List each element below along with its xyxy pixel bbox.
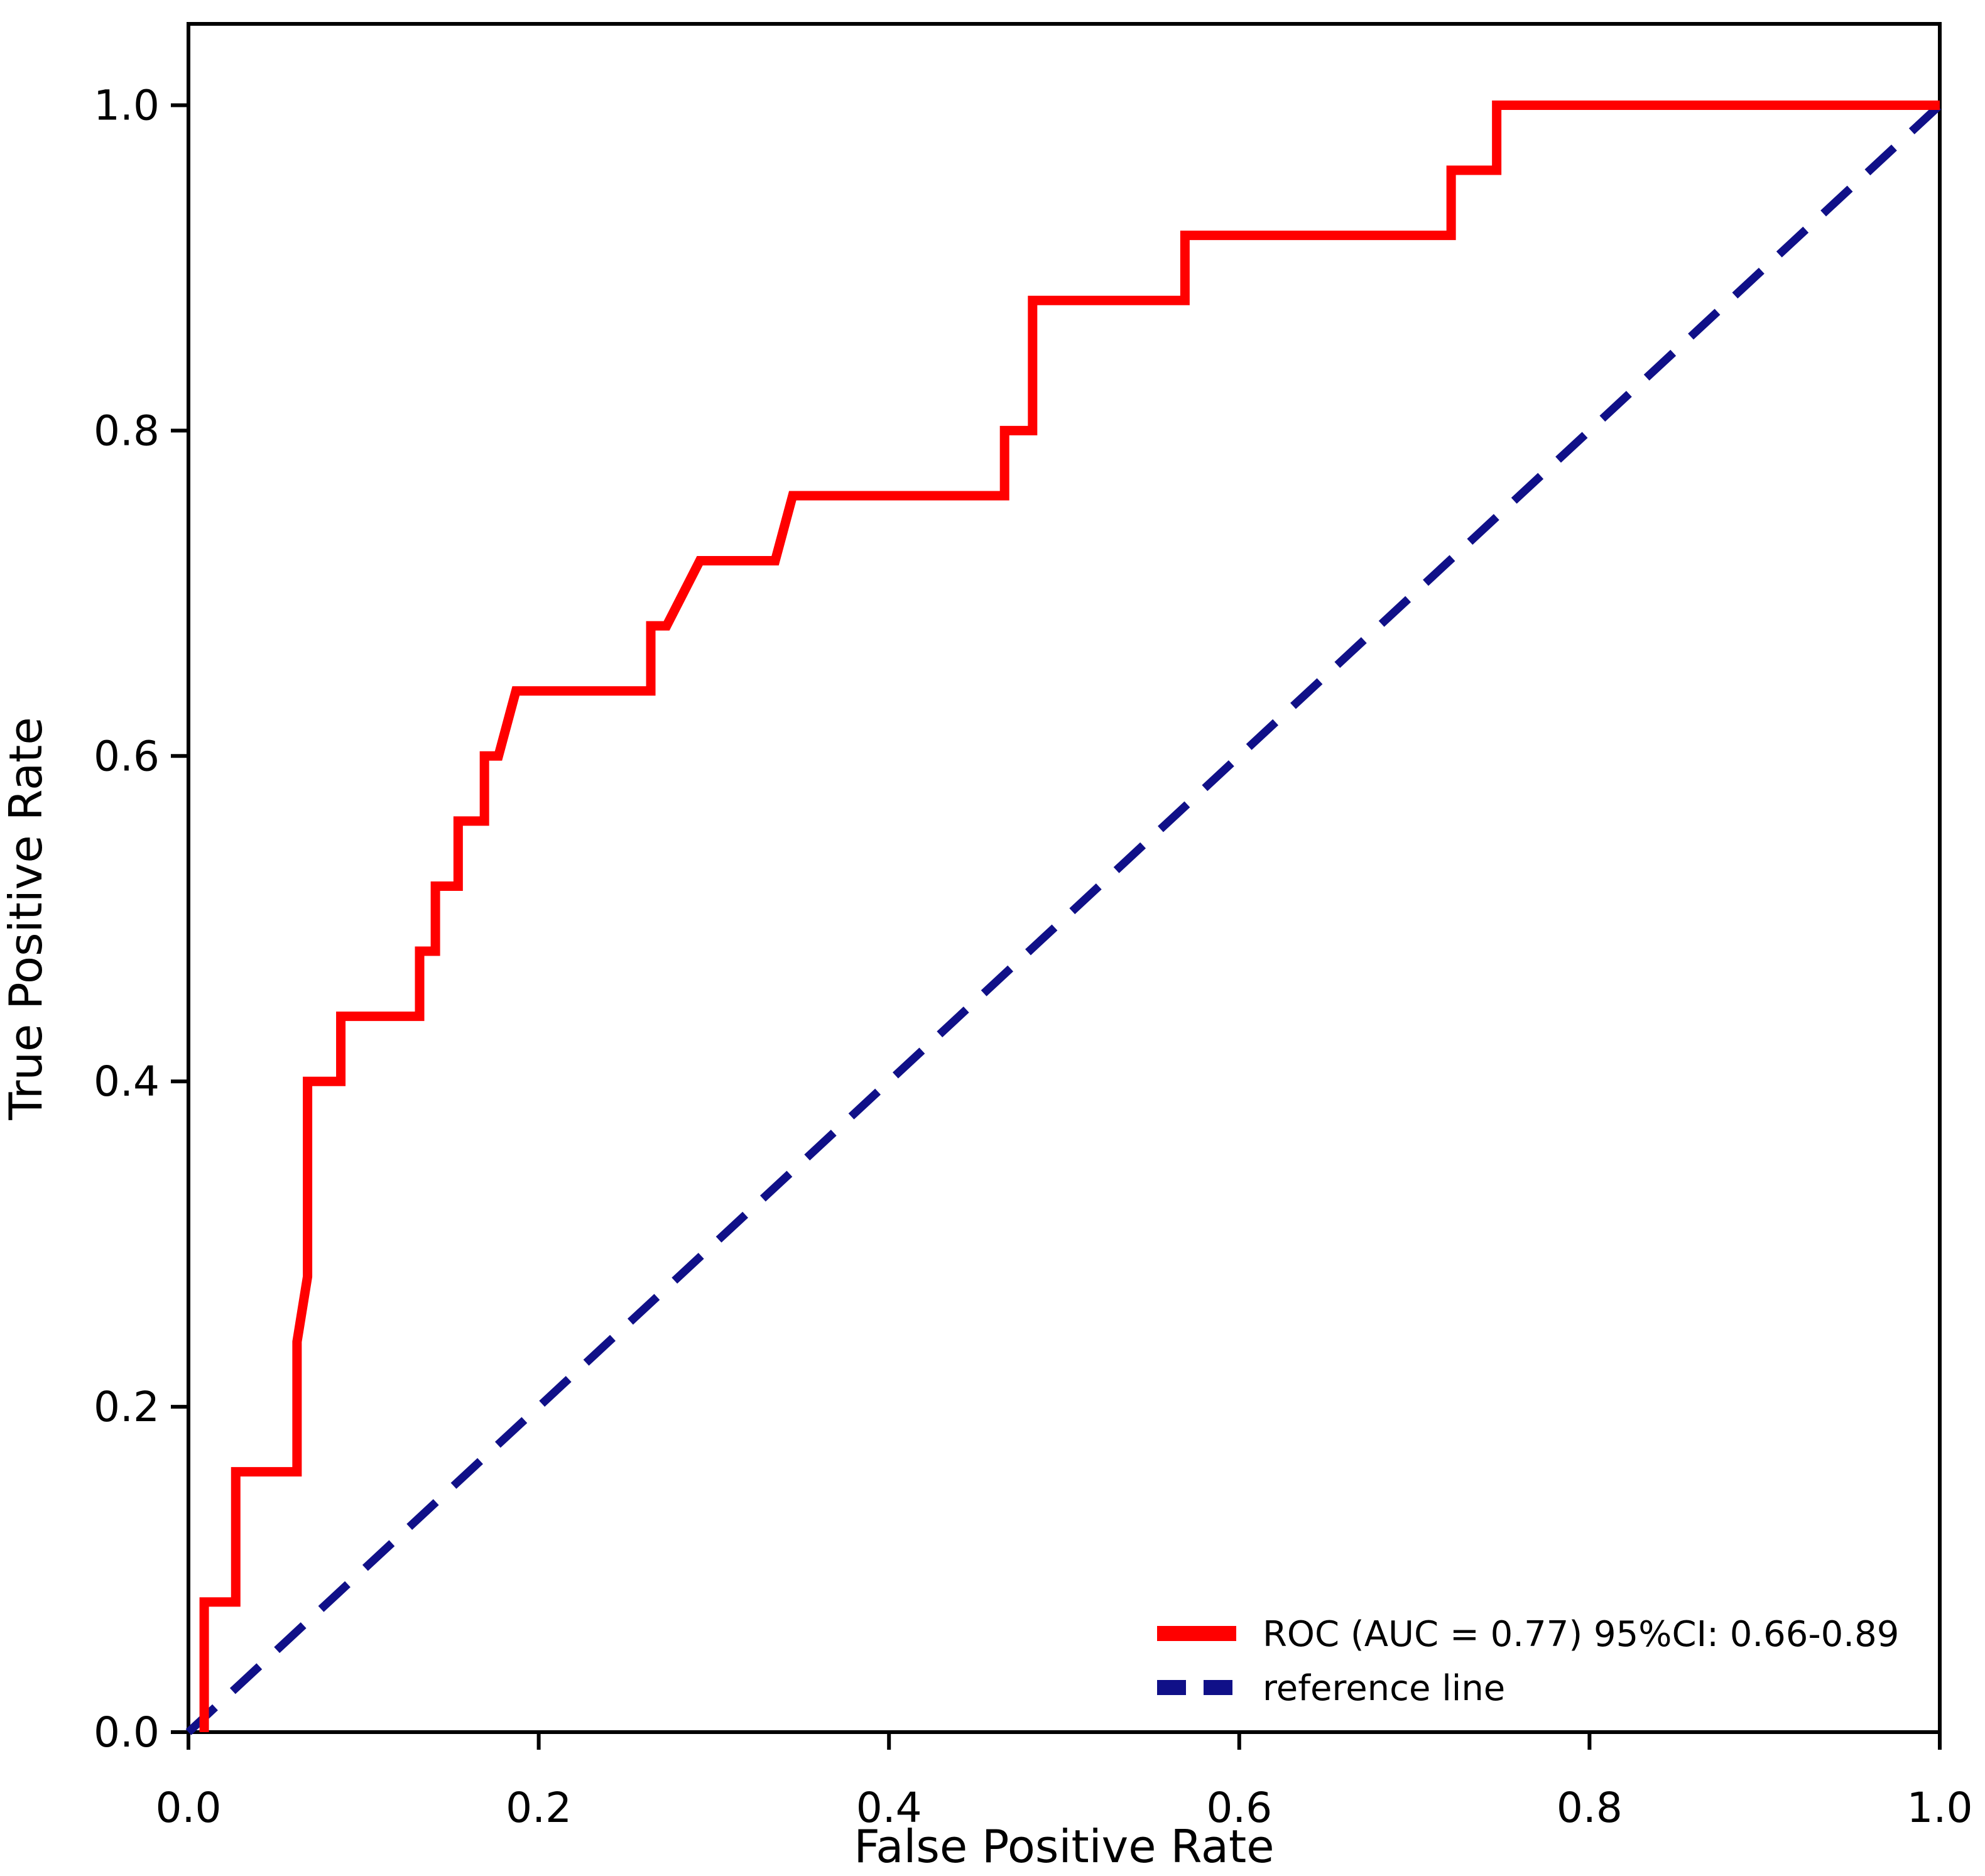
y-tick-label: 0.8 xyxy=(94,406,160,455)
x-tick-label: 0.0 xyxy=(156,1784,222,1832)
y-tick-label: 0.4 xyxy=(94,1057,160,1106)
plot-area xyxy=(187,22,1942,1734)
x-tick-label: 1.0 xyxy=(1907,1784,1973,1832)
y-axis-ticks: 0.0 0.2 0.4 0.6 0.8 1.0 xyxy=(94,81,188,1757)
roc-line-legend-label: ROC (AUC = 0.77) 95%CI: 0.66-0.89 xyxy=(1263,1614,1899,1655)
x-tick-label: 0.2 xyxy=(506,1784,572,1832)
y-tick-label: 1.0 xyxy=(94,81,160,129)
y-tick-label: 0.2 xyxy=(94,1383,160,1431)
x-tick-label: 0.6 xyxy=(1206,1784,1272,1832)
reference-line xyxy=(185,102,1943,1735)
x-axis-title: False Positive Rate xyxy=(854,1820,1274,1873)
x-axis-ticks: 0.0 0.2 0.4 0.6 0.8 1.0 xyxy=(156,1732,1973,1832)
y-tick-label: 0.6 xyxy=(94,732,160,780)
y-tick-label: 0.0 xyxy=(94,1708,160,1757)
x-tick-label: 0.4 xyxy=(856,1784,922,1832)
legend: ROC (AUC = 0.77) 95%CI: 0.66-0.89 refere… xyxy=(1157,1614,1899,1709)
reference-line-legend-label: reference line xyxy=(1263,1668,1505,1709)
x-tick-label: 0.8 xyxy=(1557,1784,1623,1832)
plot-curves xyxy=(185,100,1943,1735)
y-axis-title: True Positive Rate xyxy=(0,717,52,1120)
roc-curve-line xyxy=(199,100,1940,1732)
